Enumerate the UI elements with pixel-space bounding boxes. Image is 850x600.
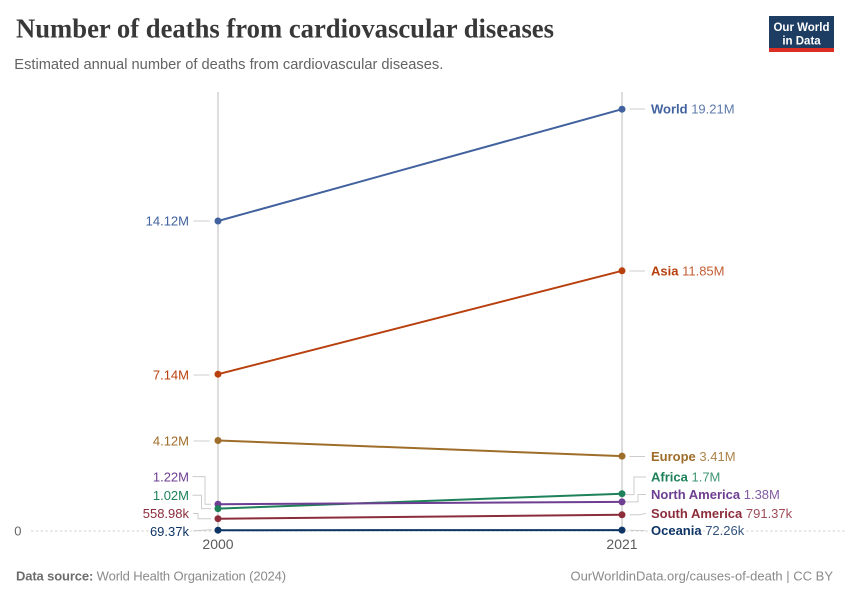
- svg-text:2000: 2000: [202, 536, 233, 552]
- svg-text:Our World: Our World: [773, 22, 829, 34]
- svg-text:in Data: in Data: [782, 36, 821, 48]
- svg-text:14.12M: 14.12M: [146, 214, 189, 229]
- svg-text:Data source: World Health Orga: Data source: World Health Organization (…: [16, 568, 286, 583]
- svg-text:South America 791.37k: South America 791.37k: [651, 506, 793, 521]
- svg-text:Estimated annual number of dea: Estimated annual number of deaths from c…: [14, 56, 443, 73]
- svg-text:OurWorldinData.org/causes-of-d: OurWorldinData.org/causes-of-death | CC …: [570, 568, 833, 583]
- svg-text:Asia 11.85M: Asia 11.85M: [651, 264, 724, 279]
- svg-text:4.12M: 4.12M: [153, 434, 189, 449]
- svg-text:North America 1.38M: North America 1.38M: [651, 487, 780, 502]
- svg-text:1.22M: 1.22M: [153, 469, 189, 484]
- svg-text:1.02M: 1.02M: [153, 488, 189, 503]
- svg-text:558.98k: 558.98k: [143, 506, 190, 521]
- svg-text:7.14M: 7.14M: [153, 368, 189, 383]
- svg-text:0: 0: [14, 524, 21, 539]
- svg-text:World 19.21M: World 19.21M: [651, 102, 735, 117]
- svg-text:Africa 1.7M: Africa 1.7M: [651, 470, 720, 485]
- svg-text:Number of deaths from cardiova: Number of deaths from cardiovascular dis…: [16, 14, 554, 44]
- svg-text:Europe 3.41M: Europe 3.41M: [651, 449, 736, 464]
- svg-text:Oceania 72.26k: Oceania 72.26k: [651, 523, 745, 538]
- svg-text:69.37k: 69.37k: [150, 524, 190, 539]
- svg-text:2021: 2021: [606, 536, 637, 552]
